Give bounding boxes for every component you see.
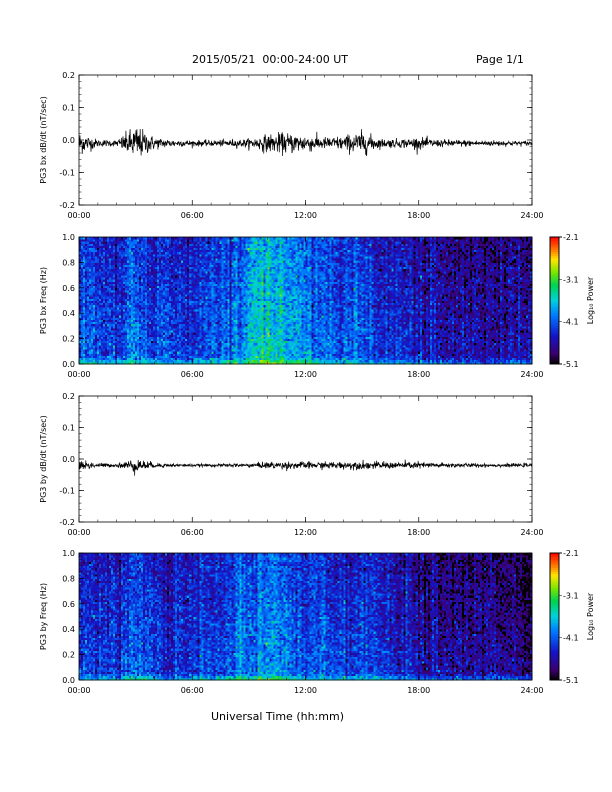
y-tick-label: -0.1 (59, 169, 75, 178)
panel-1: 0.2 0.1 0.0 -0.1 -0.200:00 06:00 12:00 18:00 24:… (39, 71, 544, 220)
x-tick-label: 18:00 (407, 211, 430, 220)
y-tick-label: -0.2 (59, 201, 75, 210)
x-tick-label: 00:00 (67, 211, 90, 220)
y-tick-label: 0.1 (62, 104, 75, 113)
x-tick-label: 24:00 (520, 211, 543, 220)
trace-line (79, 129, 532, 156)
spectrogram-cells (79, 237, 532, 364)
y-tick-label: 0.0 (62, 136, 75, 145)
y-tick-label: 0.2 (62, 71, 75, 80)
y-axis-label: PG3 bx dB/dt (nT/sec) (39, 96, 48, 183)
x-tick-label: 12:00 (294, 211, 317, 220)
x-tick-label: 06:00 (181, 211, 204, 220)
figure: 0.2 0.1 0.0 -0.1 -0.200:00 06:00 12:00 18:00 24:… (0, 0, 612, 792)
